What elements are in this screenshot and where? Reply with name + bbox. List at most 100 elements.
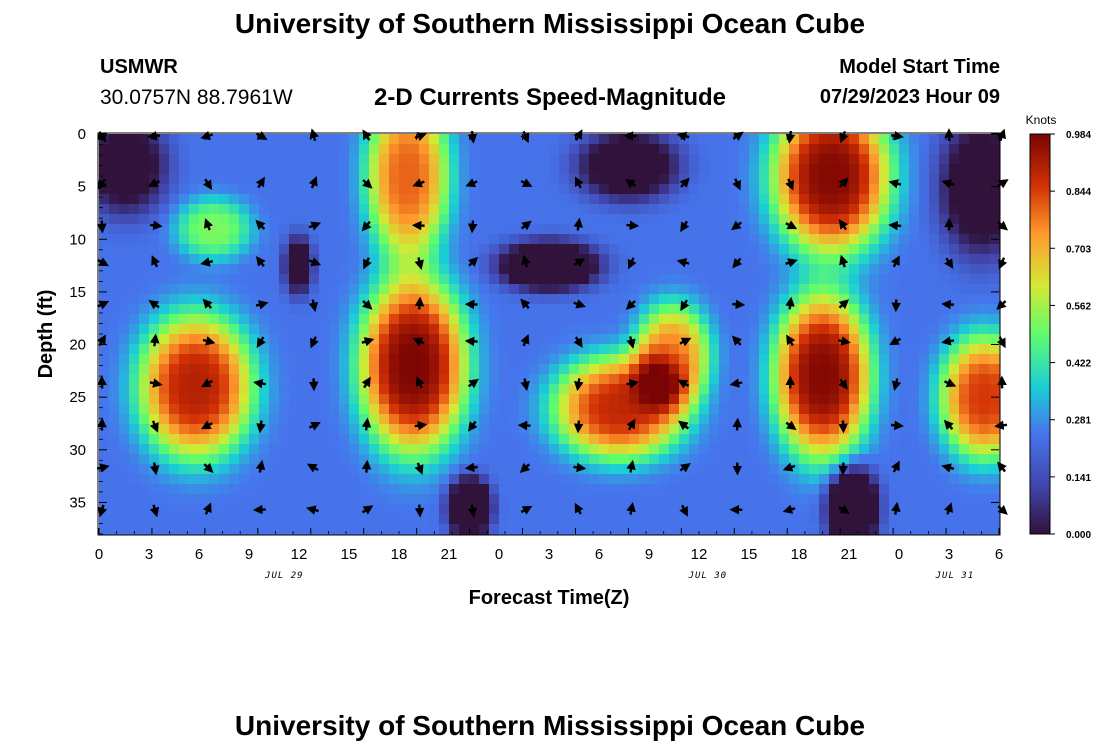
heatmap-cell: [739, 384, 750, 395]
heatmap-cell: [799, 514, 810, 525]
heatmap-cell: [479, 284, 490, 295]
heatmap-cell: [379, 484, 390, 495]
heatmap-cell: [209, 464, 220, 475]
heatmap-cell: [299, 214, 310, 225]
current-vector: [888, 179, 902, 189]
heatmap-cell: [109, 174, 120, 185]
heatmap-cell: [579, 174, 590, 185]
heatmap-cell: [539, 484, 550, 495]
heatmap-cell: [279, 264, 290, 275]
heatmap-cell: [259, 384, 270, 395]
heatmap-cell: [499, 454, 510, 465]
heatmap-cell: [839, 494, 850, 505]
heatmap-cell: [829, 444, 840, 455]
heatmap-cell: [779, 444, 790, 455]
heatmap-cell: [669, 314, 680, 325]
x-tick-label: 21: [441, 546, 458, 563]
heatmap-cell: [449, 344, 460, 355]
heatmap-cell: [369, 334, 380, 345]
heatmap-cell: [259, 454, 270, 465]
heatmap-cell: [969, 144, 980, 155]
heatmap-cell: [269, 474, 280, 485]
heatmap-cell: [669, 194, 680, 205]
heatmap-cell: [519, 394, 530, 405]
heatmap-cell: [739, 474, 750, 485]
heatmap-cell: [669, 144, 680, 155]
heatmap-cell: [549, 364, 560, 375]
heatmap-cell: [809, 514, 820, 525]
heatmap-cell: [709, 424, 720, 435]
heatmap-cell: [349, 434, 360, 445]
heatmap-cell: [859, 414, 870, 425]
heatmap-cell: [899, 434, 910, 445]
heatmap-cell: [499, 444, 510, 455]
heatmap-cell: [449, 174, 460, 185]
heatmap-cell: [109, 244, 120, 255]
heatmap-cell: [459, 194, 470, 205]
heatmap-cell: [389, 314, 400, 325]
heatmap-cell: [239, 484, 250, 495]
heatmap-cell: [779, 194, 790, 205]
heatmap-cell: [279, 524, 290, 535]
heatmap-cell: [259, 394, 270, 405]
heatmap-cell: [629, 244, 640, 255]
current-vector: [729, 378, 743, 388]
heatmap-cell: [519, 144, 530, 155]
heatmap-cell: [439, 434, 450, 445]
heatmap-cell: [979, 314, 990, 325]
heatmap-cell: [909, 434, 920, 445]
heatmap-cell: [649, 134, 660, 145]
heatmap-cell: [219, 504, 230, 515]
heatmap-cell: [709, 254, 720, 265]
heatmap-cell: [439, 474, 450, 485]
heatmap-cell: [869, 474, 880, 485]
heatmap-cell: [799, 344, 810, 355]
heatmap-cell: [659, 414, 670, 425]
heatmap-cell: [429, 344, 440, 355]
heatmap-cell: [229, 444, 240, 455]
heatmap-cell: [639, 394, 650, 405]
heatmap-cell: [439, 514, 450, 525]
heatmap-cell: [859, 184, 870, 195]
heatmap-cell: [309, 314, 320, 325]
heatmap-cell: [899, 234, 910, 245]
heatmap-cell: [909, 314, 920, 325]
heatmap-cell: [339, 494, 350, 505]
heatmap-cell: [829, 184, 840, 195]
heatmap-cell: [189, 214, 200, 225]
heatmap-cell: [869, 374, 880, 385]
heatmap-cell: [879, 314, 890, 325]
heatmap-cell: [739, 464, 750, 475]
heatmap-cell: [539, 404, 550, 415]
heatmap-cell: [919, 394, 930, 405]
heatmap-cell: [129, 464, 140, 475]
heatmap-cell: [959, 314, 970, 325]
heatmap-cell: [779, 254, 790, 265]
heatmap-cell: [709, 224, 720, 235]
heatmap-cell: [339, 354, 350, 365]
heatmap-cell: [719, 374, 730, 385]
heatmap-cell: [529, 384, 540, 395]
heatmap-cell: [399, 254, 410, 265]
heatmap-cell: [379, 214, 390, 225]
heatmap-cell: [299, 404, 310, 415]
heatmap-cell: [409, 314, 420, 325]
heatmap-cell: [99, 384, 110, 395]
current-vector: [520, 178, 533, 187]
heatmap-cell: [909, 364, 920, 375]
heatmap-cell: [399, 274, 410, 285]
heatmap-cell: [989, 224, 1000, 235]
heatmap-cell: [849, 474, 860, 485]
heatmap-cell: [979, 174, 990, 185]
heatmap-cell: [109, 424, 120, 435]
heatmap-cell: [179, 474, 190, 485]
heatmap-cell: [459, 274, 470, 285]
heatmap-cell: [979, 444, 990, 455]
heatmap-cell: [769, 404, 780, 415]
heatmap-cell: [189, 324, 200, 335]
heatmap-cell: [339, 454, 350, 465]
heatmap-cell: [209, 264, 220, 275]
heatmap-cell: [449, 204, 460, 215]
heatmap-cell: [299, 354, 310, 365]
heatmap-cell: [619, 314, 630, 325]
